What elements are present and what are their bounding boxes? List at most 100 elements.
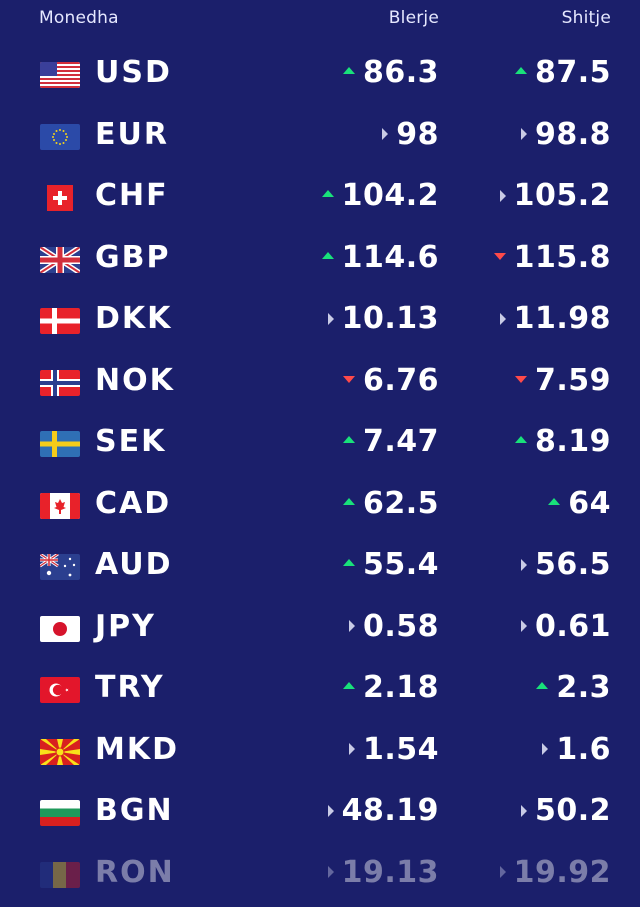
flag-denmark-icon — [40, 308, 80, 334]
buy-rate: 55.4 — [342, 547, 439, 582]
currency-code: SEK — [95, 424, 167, 459]
sell-rate-value: 56.5 — [534, 547, 611, 582]
buy-rate-value: 1.54 — [362, 731, 439, 767]
trend-up-icon — [342, 497, 355, 505]
rates-header: Monedha Blerje Shitje — [0, 0, 640, 40]
buy-rate-value: 0.58 — [362, 608, 439, 644]
currency-code: USD — [95, 55, 172, 90]
buy-column-header: Blerje — [388, 8, 439, 28]
currency-code: CAD — [95, 485, 172, 521]
trend-up-icon — [321, 251, 334, 259]
currency-code: DKK — [95, 301, 173, 336]
buy-rate: 114.6 — [321, 239, 439, 275]
sell-rate-value: 11.98 — [513, 301, 611, 336]
rate-row-gbp: GBP 114.6 115.8 — [0, 228, 640, 290]
currency-code: NOK — [95, 362, 175, 398]
trend-up-icon — [321, 190, 334, 197]
sell-rate-value: 8.19 — [534, 424, 611, 459]
sell-rate-value: 0.61 — [534, 608, 611, 644]
flag-romania-icon — [40, 861, 80, 888]
sell-rate: 8.19 — [514, 424, 611, 459]
buy-rate-value: 104.2 — [341, 178, 439, 213]
sell-rate-value: 105.2 — [513, 178, 611, 213]
sell-rate: 50.2 — [520, 793, 611, 828]
trend-flat-icon — [327, 312, 334, 325]
sell-rate: 7.59 — [514, 362, 611, 398]
flag-norway-icon — [40, 369, 80, 396]
currency-code: EUR — [95, 116, 169, 152]
trend-flat-icon — [542, 743, 549, 755]
trend-flat-icon — [382, 128, 389, 140]
rate-row-usd: USD 86.3 87.5 — [0, 43, 640, 105]
trend-up-icon — [342, 682, 355, 689]
sell-column-header: Shitje — [561, 8, 611, 28]
sell-rate: 19.92 — [499, 854, 611, 890]
rate-row-mkd: MKD 1.54 1.6 — [0, 720, 640, 782]
rate-row-chf: CHF 104.2 105.2 — [0, 166, 640, 228]
trend-up-icon — [342, 436, 355, 443]
rate-row-aud: AUD 55.4 56.5 — [0, 535, 640, 597]
rate-row-sek: SEK 7.47 8.19 — [0, 412, 640, 474]
buy-rate: 19.13 — [327, 854, 439, 890]
rate-row-dkk: DKK 10.13 11.98 — [0, 289, 640, 351]
buy-rate: 10.13 — [327, 301, 439, 336]
trend-up-icon — [514, 67, 527, 74]
buy-rate: 2.18 — [342, 670, 439, 705]
flag-usa-icon — [40, 62, 80, 88]
buy-rate: 86.3 — [342, 55, 439, 90]
currency-code: RON — [95, 854, 175, 890]
trend-flat-icon — [520, 620, 527, 632]
buy-rate: 104.2 — [321, 178, 439, 213]
sell-rate-value: 7.59 — [534, 362, 611, 398]
sell-rate: 64 — [548, 486, 611, 521]
sell-rate-value: 98.8 — [534, 116, 611, 152]
buy-rate: 62.5 — [342, 486, 439, 521]
trend-up-icon — [548, 497, 561, 505]
trend-flat-icon — [327, 866, 334, 878]
sell-rate: 115.8 — [493, 240, 611, 275]
sell-rate: 87.5 — [514, 55, 611, 90]
trend-flat-icon — [520, 804, 527, 817]
buy-rate-value: 2.18 — [362, 670, 439, 705]
sell-rate: 1.6 — [542, 732, 611, 767]
trend-flat-icon — [520, 128, 527, 140]
sell-rate: 11.98 — [499, 301, 611, 336]
currency-code: JPY — [95, 608, 156, 644]
trend-flat-icon — [499, 312, 506, 325]
sell-rate: 105.2 — [499, 178, 611, 213]
trend-down-icon — [493, 252, 506, 260]
sell-rate-value: 2.3 — [556, 670, 611, 705]
trend-flat-icon — [499, 189, 506, 202]
buy-rate-value: 86.3 — [362, 55, 439, 90]
flag-eu-icon — [40, 123, 80, 150]
buy-rate-value: 6.76 — [362, 362, 439, 398]
trend-flat-icon — [327, 804, 334, 817]
trend-down-icon — [514, 375, 527, 383]
buy-rate-value: 55.4 — [362, 547, 439, 582]
flag-australia-icon — [40, 554, 80, 580]
rate-row-eur: EUR 98 98.8 — [0, 105, 640, 167]
buy-rate: 98 — [382, 117, 439, 152]
currency-code: GBP — [95, 239, 171, 275]
buy-rate-value: 19.13 — [341, 854, 439, 890]
sell-rate-value: 19.92 — [513, 854, 611, 890]
sell-rate: 98.8 — [520, 116, 611, 152]
sell-rate-value: 87.5 — [534, 55, 611, 90]
trend-down-icon — [342, 375, 355, 383]
buy-rate: 0.58 — [348, 608, 439, 644]
currency-code: CHF — [95, 178, 169, 213]
flag-sweden-icon — [40, 431, 80, 457]
trend-up-icon — [342, 67, 355, 74]
buy-rate-value: 7.47 — [362, 424, 439, 459]
sell-rate: 56.5 — [520, 547, 611, 582]
flag-japan-icon — [40, 615, 80, 642]
rate-row-cad: CAD 62.5 64 — [0, 474, 640, 536]
trend-flat-icon — [499, 866, 506, 878]
buy-rate: 6.76 — [342, 362, 439, 398]
sell-rate: 2.3 — [536, 670, 611, 705]
buy-rate-value: 114.6 — [341, 239, 439, 275]
flag-uk-icon — [40, 246, 80, 273]
trend-flat-icon — [348, 743, 355, 755]
flag-north-macedonia-icon — [40, 738, 80, 765]
sell-rate-value: 64 — [568, 485, 611, 521]
